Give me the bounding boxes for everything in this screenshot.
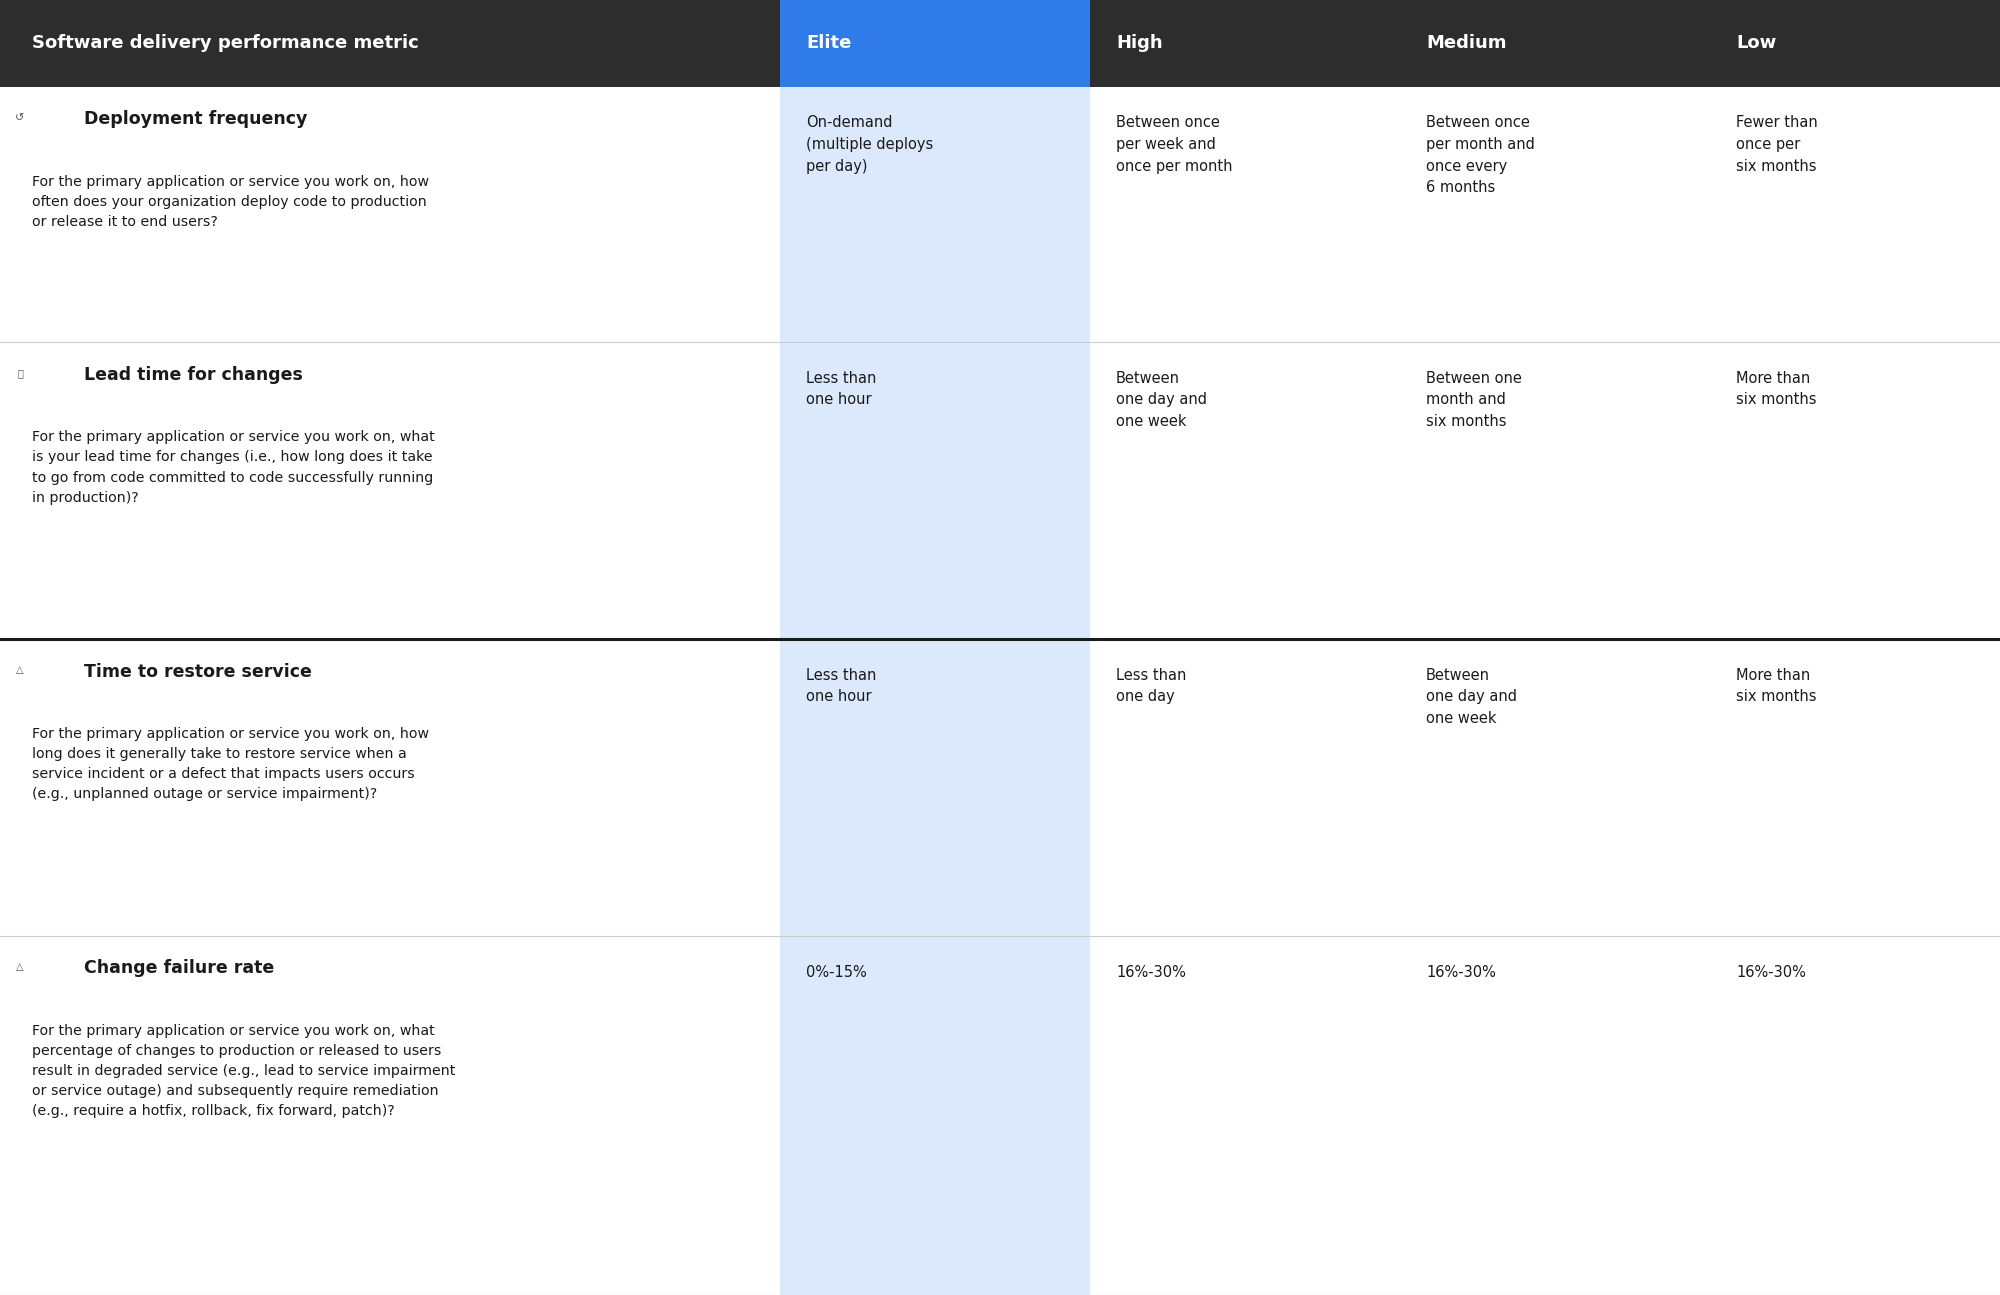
Bar (0, 640, 780, 936)
Bar (1710, 640, 2000, 936)
Bar (780, 640, 1090, 936)
Text: ⧖: ⧖ (18, 369, 22, 378)
Bar (1090, 936, 1400, 1295)
Bar (1400, 640, 1710, 936)
Text: For the primary application or service you work on, what
percentage of changes t: For the primary application or service y… (32, 1024, 456, 1119)
Text: Elite: Elite (806, 35, 852, 53)
Bar (1090, 342, 1400, 640)
Bar (1400, 342, 1710, 640)
Bar (1710, 936, 2000, 1295)
Bar (1090, 0, 1400, 87)
Text: Between
one day and
one week: Between one day and one week (1426, 668, 1518, 726)
Text: For the primary application or service you work on, how
long does it generally t: For the primary application or service y… (32, 728, 428, 802)
Bar (1400, 936, 1710, 1295)
Text: Less than
one day: Less than one day (1116, 668, 1186, 704)
Text: Fewer than
once per
six months: Fewer than once per six months (1736, 115, 1818, 174)
Bar (1710, 342, 2000, 640)
Text: 16%-30%: 16%-30% (1426, 965, 1496, 979)
Text: More than
six months: More than six months (1736, 668, 1816, 704)
Bar (0, 342, 780, 640)
Bar (0, 936, 780, 1295)
Text: On-demand
(multiple deploys
per day): On-demand (multiple deploys per day) (806, 115, 934, 174)
Text: High: High (1116, 35, 1162, 53)
Text: Medium: Medium (1426, 35, 1506, 53)
Text: Between one
month and
six months: Between one month and six months (1426, 370, 1522, 429)
Text: Change failure rate: Change failure rate (84, 960, 274, 978)
Text: Less than
one hour: Less than one hour (806, 668, 876, 704)
Text: Low: Low (1736, 35, 1776, 53)
Text: Less than
one hour: Less than one hour (806, 370, 876, 408)
Bar (1090, 640, 1400, 936)
Text: Deployment frequency: Deployment frequency (84, 110, 308, 128)
Text: 0%-15%: 0%-15% (806, 965, 866, 979)
Bar (780, 936, 1090, 1295)
Text: Time to restore service: Time to restore service (84, 663, 312, 681)
Text: ↺: ↺ (16, 113, 24, 123)
Text: Software delivery performance metric: Software delivery performance metric (32, 35, 418, 53)
Bar (780, 342, 1090, 640)
Text: Between once
per week and
once per month: Between once per week and once per month (1116, 115, 1232, 174)
Bar (0, 87, 780, 342)
Bar (1710, 87, 2000, 342)
Text: 16%-30%: 16%-30% (1116, 965, 1186, 979)
Bar (1400, 87, 1710, 342)
Text: For the primary application or service you work on, how
often does your organiza: For the primary application or service y… (32, 175, 428, 229)
Bar (1090, 87, 1400, 342)
Bar (0, 0, 780, 87)
Text: Between once
per month and
once every
6 months: Between once per month and once every 6 … (1426, 115, 1534, 196)
Text: 16%-30%: 16%-30% (1736, 965, 1806, 979)
Bar (1400, 0, 1710, 87)
Bar (780, 0, 1090, 87)
Text: For the primary application or service you work on, what
is your lead time for c: For the primary application or service y… (32, 430, 434, 505)
Bar (780, 87, 1090, 342)
Text: △: △ (16, 666, 24, 675)
Text: More than
six months: More than six months (1736, 370, 1816, 408)
Bar (1710, 0, 2000, 87)
Text: Lead time for changes: Lead time for changes (84, 365, 302, 383)
Text: Between
one day and
one week: Between one day and one week (1116, 370, 1208, 429)
Text: △: △ (16, 962, 24, 973)
